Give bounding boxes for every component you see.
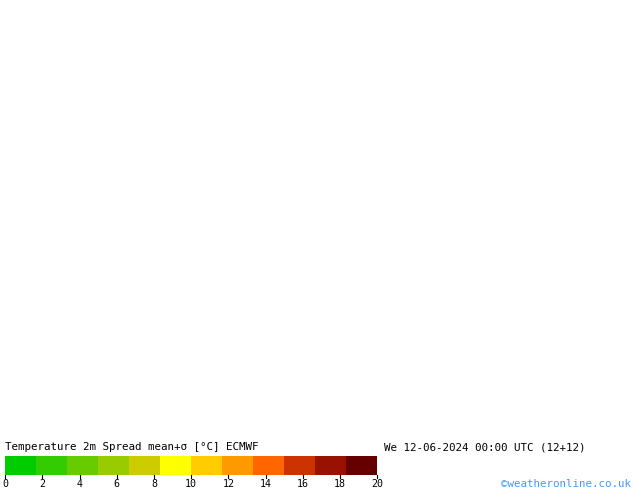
Bar	[5, 456, 36, 475]
Text: 6: 6	[113, 479, 120, 489]
Text: 4: 4	[77, 479, 82, 489]
Bar	[191, 456, 222, 475]
Bar	[36, 456, 67, 475]
Text: 8: 8	[151, 479, 157, 489]
Text: 16: 16	[297, 479, 309, 489]
Text: 10: 10	[185, 479, 197, 489]
Text: 2: 2	[39, 479, 45, 489]
Bar	[315, 456, 346, 475]
Text: Temperature 2m Spread mean+σ [°C] ECMWF: Temperature 2m Spread mean+σ [°C] ECMWF	[5, 442, 259, 452]
Bar	[160, 456, 191, 475]
Bar	[346, 456, 377, 475]
Text: We 12-06-2024 00:00 UTC (12+12): We 12-06-2024 00:00 UTC (12+12)	[384, 442, 585, 452]
Text: 20: 20	[372, 479, 383, 489]
Text: 12: 12	[223, 479, 235, 489]
Bar	[98, 456, 129, 475]
Bar	[222, 456, 253, 475]
Bar	[129, 456, 160, 475]
Text: 0: 0	[2, 479, 8, 489]
Bar	[67, 456, 98, 475]
Text: 14: 14	[259, 479, 271, 489]
Text: 18: 18	[334, 479, 346, 489]
Text: ©weatheronline.co.uk: ©weatheronline.co.uk	[501, 479, 631, 489]
Bar	[253, 456, 284, 475]
Bar	[284, 456, 315, 475]
